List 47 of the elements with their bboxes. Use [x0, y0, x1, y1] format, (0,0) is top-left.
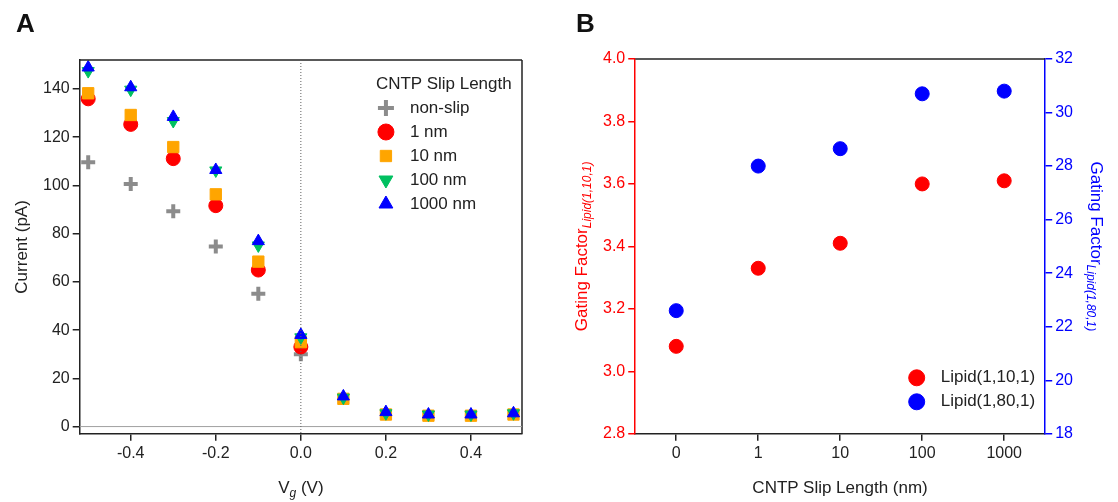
y-tick-label: 3.4 — [602, 236, 626, 254]
x-tick-label: 0.2 — [374, 443, 398, 461]
y2-tick-label: 20 — [1055, 370, 1074, 388]
legend-title: CNTP Slip Length — [375, 73, 512, 93]
y2-tick-label: 26 — [1055, 210, 1074, 228]
y-tick-label: 3.0 — [602, 361, 626, 379]
y-tick-label: 140 — [42, 79, 70, 97]
y-tick-label: 3.8 — [602, 111, 626, 129]
y2-tick-label: 24 — [1055, 263, 1074, 281]
x-tick-label: 0.0 — [289, 443, 313, 461]
x-tick-label: 0 — [671, 443, 681, 461]
legend-label: 1000 nm — [409, 193, 477, 213]
x-tick-label: -0.4 — [116, 443, 145, 461]
y2-tick-label: 28 — [1055, 156, 1074, 174]
y-axis-title: Current (pA) — [11, 200, 31, 294]
chart-title: A — [16, 8, 35, 39]
legend-label: Lipid(1,10,1) — [940, 367, 1036, 387]
legend-label: Lipid(1,80,1) — [940, 391, 1036, 411]
legend-label: non-slip — [409, 97, 470, 117]
x-axis-title: CNTP Slip Length (nm) — [752, 477, 928, 497]
chart-title: B — [576, 8, 595, 39]
y-tick-label: 100 — [42, 175, 70, 193]
y-tick-label: 60 — [51, 272, 70, 290]
y2-tick-label: 22 — [1055, 317, 1074, 335]
x-tick-label: 1 — [753, 443, 763, 461]
y-tick-label: 0 — [60, 416, 70, 434]
x-tick-label: 100 — [908, 443, 936, 461]
y2-tick-label: 18 — [1055, 424, 1074, 442]
legend-label: 1 nm — [409, 121, 448, 141]
legend-label: 10 nm — [409, 145, 458, 165]
y-tick-label: 20 — [51, 368, 70, 386]
x-tick-label: 1000 — [986, 443, 1023, 461]
x-tick-label: -0.2 — [202, 443, 230, 461]
y-tick-label: 40 — [51, 320, 70, 338]
y2-tick-label: 30 — [1055, 102, 1074, 120]
y-tick-label: 3.2 — [602, 299, 626, 317]
y2-tick-label: 32 — [1055, 49, 1074, 67]
y-tick-label: 80 — [51, 224, 70, 242]
x-tick-label: 10 — [831, 443, 850, 461]
y-tick-label: 120 — [42, 127, 70, 145]
y-tick-label: 3.6 — [602, 174, 626, 192]
x-tick-label: 0.4 — [459, 443, 483, 461]
legend-label: 100 nm — [409, 169, 467, 189]
y-tick-label: 4.0 — [602, 49, 626, 67]
y-tick-label: 2.8 — [602, 424, 626, 442]
y2-axis-title: Gating FactorLipid(1,80,1) — [1083, 161, 1107, 332]
y-axis-title: Gating FactorLipid(1,10,1) — [571, 161, 595, 332]
